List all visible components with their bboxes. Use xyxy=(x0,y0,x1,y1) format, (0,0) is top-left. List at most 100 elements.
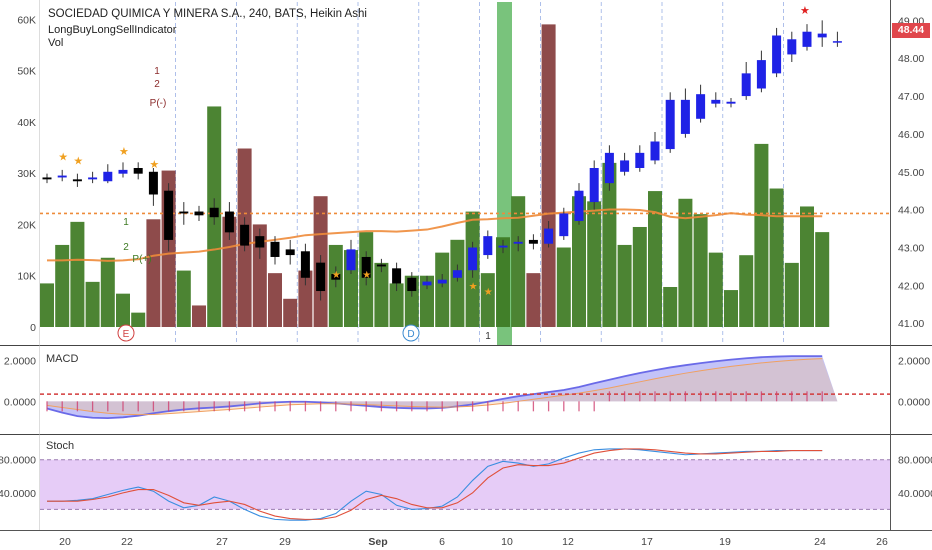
volume-bar xyxy=(572,196,586,327)
macd-tick-left: 0.0000 xyxy=(4,396,36,408)
candle-body xyxy=(224,211,234,233)
stoch-title: Stoch xyxy=(46,440,74,452)
volume-bar xyxy=(617,244,632,327)
candle-body xyxy=(513,241,523,244)
candle-body xyxy=(240,224,250,246)
candle-body xyxy=(832,41,842,43)
time-tick-label: Sep xyxy=(368,536,387,548)
star-marker: ★ xyxy=(119,146,129,158)
candle-body xyxy=(635,152,645,168)
candle-body xyxy=(544,228,554,244)
volume-bar xyxy=(146,219,161,327)
volume-bar xyxy=(100,257,115,327)
volume-label: Vol xyxy=(48,37,64,49)
volume-bar xyxy=(526,273,541,327)
candle-body xyxy=(285,249,295,256)
candle-body xyxy=(148,171,158,195)
volume-bar xyxy=(435,252,450,327)
candle-body xyxy=(179,211,189,214)
candle-body xyxy=(559,213,569,237)
star-marker: ★ xyxy=(73,155,83,167)
star-marker: ★ xyxy=(332,270,341,281)
volume-bar xyxy=(708,252,723,327)
candle-body xyxy=(392,268,402,284)
candle-body xyxy=(604,152,614,184)
volume-bar xyxy=(754,143,769,327)
volume-tick-label: 50K xyxy=(17,66,36,78)
star-marker: ★ xyxy=(149,159,159,171)
signal-line xyxy=(46,358,823,416)
volume-bar xyxy=(602,162,617,327)
macd-tick-right: 2.0000 xyxy=(898,355,930,367)
candle-body xyxy=(331,274,341,280)
volume-bar xyxy=(40,283,54,327)
volume-bar xyxy=(739,255,754,327)
price-tick-label: 47.00 xyxy=(898,91,924,103)
stoch-tick-right: 40.0000 xyxy=(898,488,932,500)
volume-bar xyxy=(192,305,206,327)
price-tick-label: 48.00 xyxy=(898,53,924,65)
volume-bar xyxy=(131,312,146,327)
chart-title: SOCIEDAD QUIMICA Y MINERA S.A., 240, BAT… xyxy=(48,8,367,20)
volume-bar xyxy=(298,270,313,327)
candle-body xyxy=(422,281,432,286)
star-marker: ★ xyxy=(800,5,810,17)
volume-bar xyxy=(815,232,830,327)
candle-body xyxy=(589,168,599,203)
candle-body xyxy=(468,247,478,271)
volume-bar xyxy=(648,191,662,327)
volume-bar xyxy=(511,196,526,327)
candle-body xyxy=(376,264,386,267)
candle-body xyxy=(255,236,265,248)
candle-body xyxy=(696,94,706,119)
candle-body xyxy=(194,211,204,216)
time-tick-label: 24 xyxy=(814,536,826,548)
candle-body xyxy=(42,177,52,180)
stoch-band xyxy=(40,459,890,510)
signal-label: 2 xyxy=(123,242,129,253)
volume-bar xyxy=(784,262,799,327)
volume-bar xyxy=(800,206,814,327)
star-marker: ★ xyxy=(58,152,68,164)
volume-bar xyxy=(769,188,784,327)
volume-bar xyxy=(70,221,85,327)
candle-body xyxy=(528,239,538,244)
volume-bar xyxy=(420,275,434,327)
time-tick-label: 22 xyxy=(121,536,133,548)
time-tick-label: 20 xyxy=(59,536,71,548)
stoch-tick-right: 80.0000 xyxy=(898,455,932,467)
time-tick-label: 12 xyxy=(562,536,574,548)
volume-bar xyxy=(116,293,130,327)
candle-body xyxy=(346,249,356,271)
volume-bar xyxy=(222,216,237,327)
volume-bar xyxy=(693,214,708,327)
macd-tick-left: 2.0000 xyxy=(4,355,36,367)
candle-body xyxy=(483,236,493,256)
candle-body xyxy=(756,60,766,89)
volume-bar xyxy=(374,262,389,327)
candle-body xyxy=(726,101,736,104)
volume-tick-label: 40K xyxy=(17,117,36,129)
volume-bar xyxy=(678,198,693,327)
candle-body xyxy=(118,169,128,174)
event-marker-circle xyxy=(117,324,135,342)
last-price-tag: 48.44 xyxy=(892,23,930,38)
price-tick-label: 46.00 xyxy=(898,129,924,141)
macd-title: MACD xyxy=(46,353,78,365)
candle-body xyxy=(452,270,462,278)
event-marker-label: E xyxy=(123,329,130,340)
candle-body xyxy=(164,190,174,240)
candle-body xyxy=(802,31,812,47)
volume-bar xyxy=(496,237,510,327)
time-tick-label: 26 xyxy=(876,536,888,548)
candle-body xyxy=(57,175,67,178)
volume-bar xyxy=(55,244,70,327)
candle-body xyxy=(680,99,690,134)
candle-body xyxy=(498,245,508,248)
signal-label: 1 xyxy=(123,217,129,228)
volume-bar xyxy=(541,24,556,328)
candle-body xyxy=(270,241,280,257)
time-tick-label: 17 xyxy=(641,536,653,548)
price-tick-label: 44.00 xyxy=(898,205,924,217)
